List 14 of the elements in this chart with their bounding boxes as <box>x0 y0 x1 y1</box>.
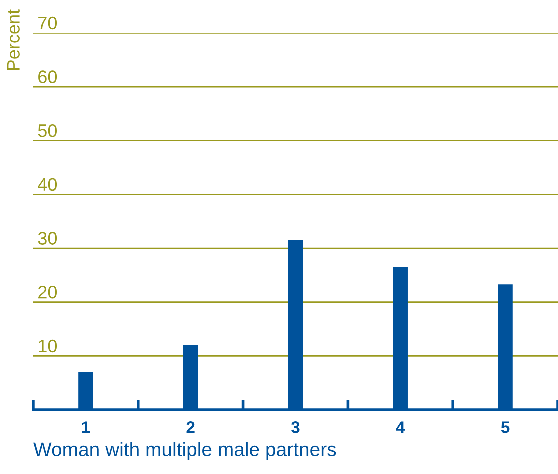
x-tick-label: 2 <box>186 422 195 434</box>
x-tick-label: 5 <box>501 422 510 434</box>
y-tick-label: 30 <box>38 232 58 245</box>
y-tick-label: 70 <box>38 16 58 30</box>
y-tick-label: 10 <box>39 340 58 353</box>
x-tick-label: 3 <box>291 422 300 434</box>
x-tick-label: 4 <box>396 422 406 434</box>
y-tick-label: 40 <box>38 178 58 192</box>
y-tick-label: 60 <box>38 70 58 84</box>
y-axis-title: Percent <box>7 10 20 70</box>
x-tick-label: 1 <box>82 422 90 434</box>
x-axis-title: Woman with multiple male partners <box>34 442 336 460</box>
y-tick-label: 50 <box>38 124 58 138</box>
y-tick-label: 20 <box>38 286 58 299</box>
